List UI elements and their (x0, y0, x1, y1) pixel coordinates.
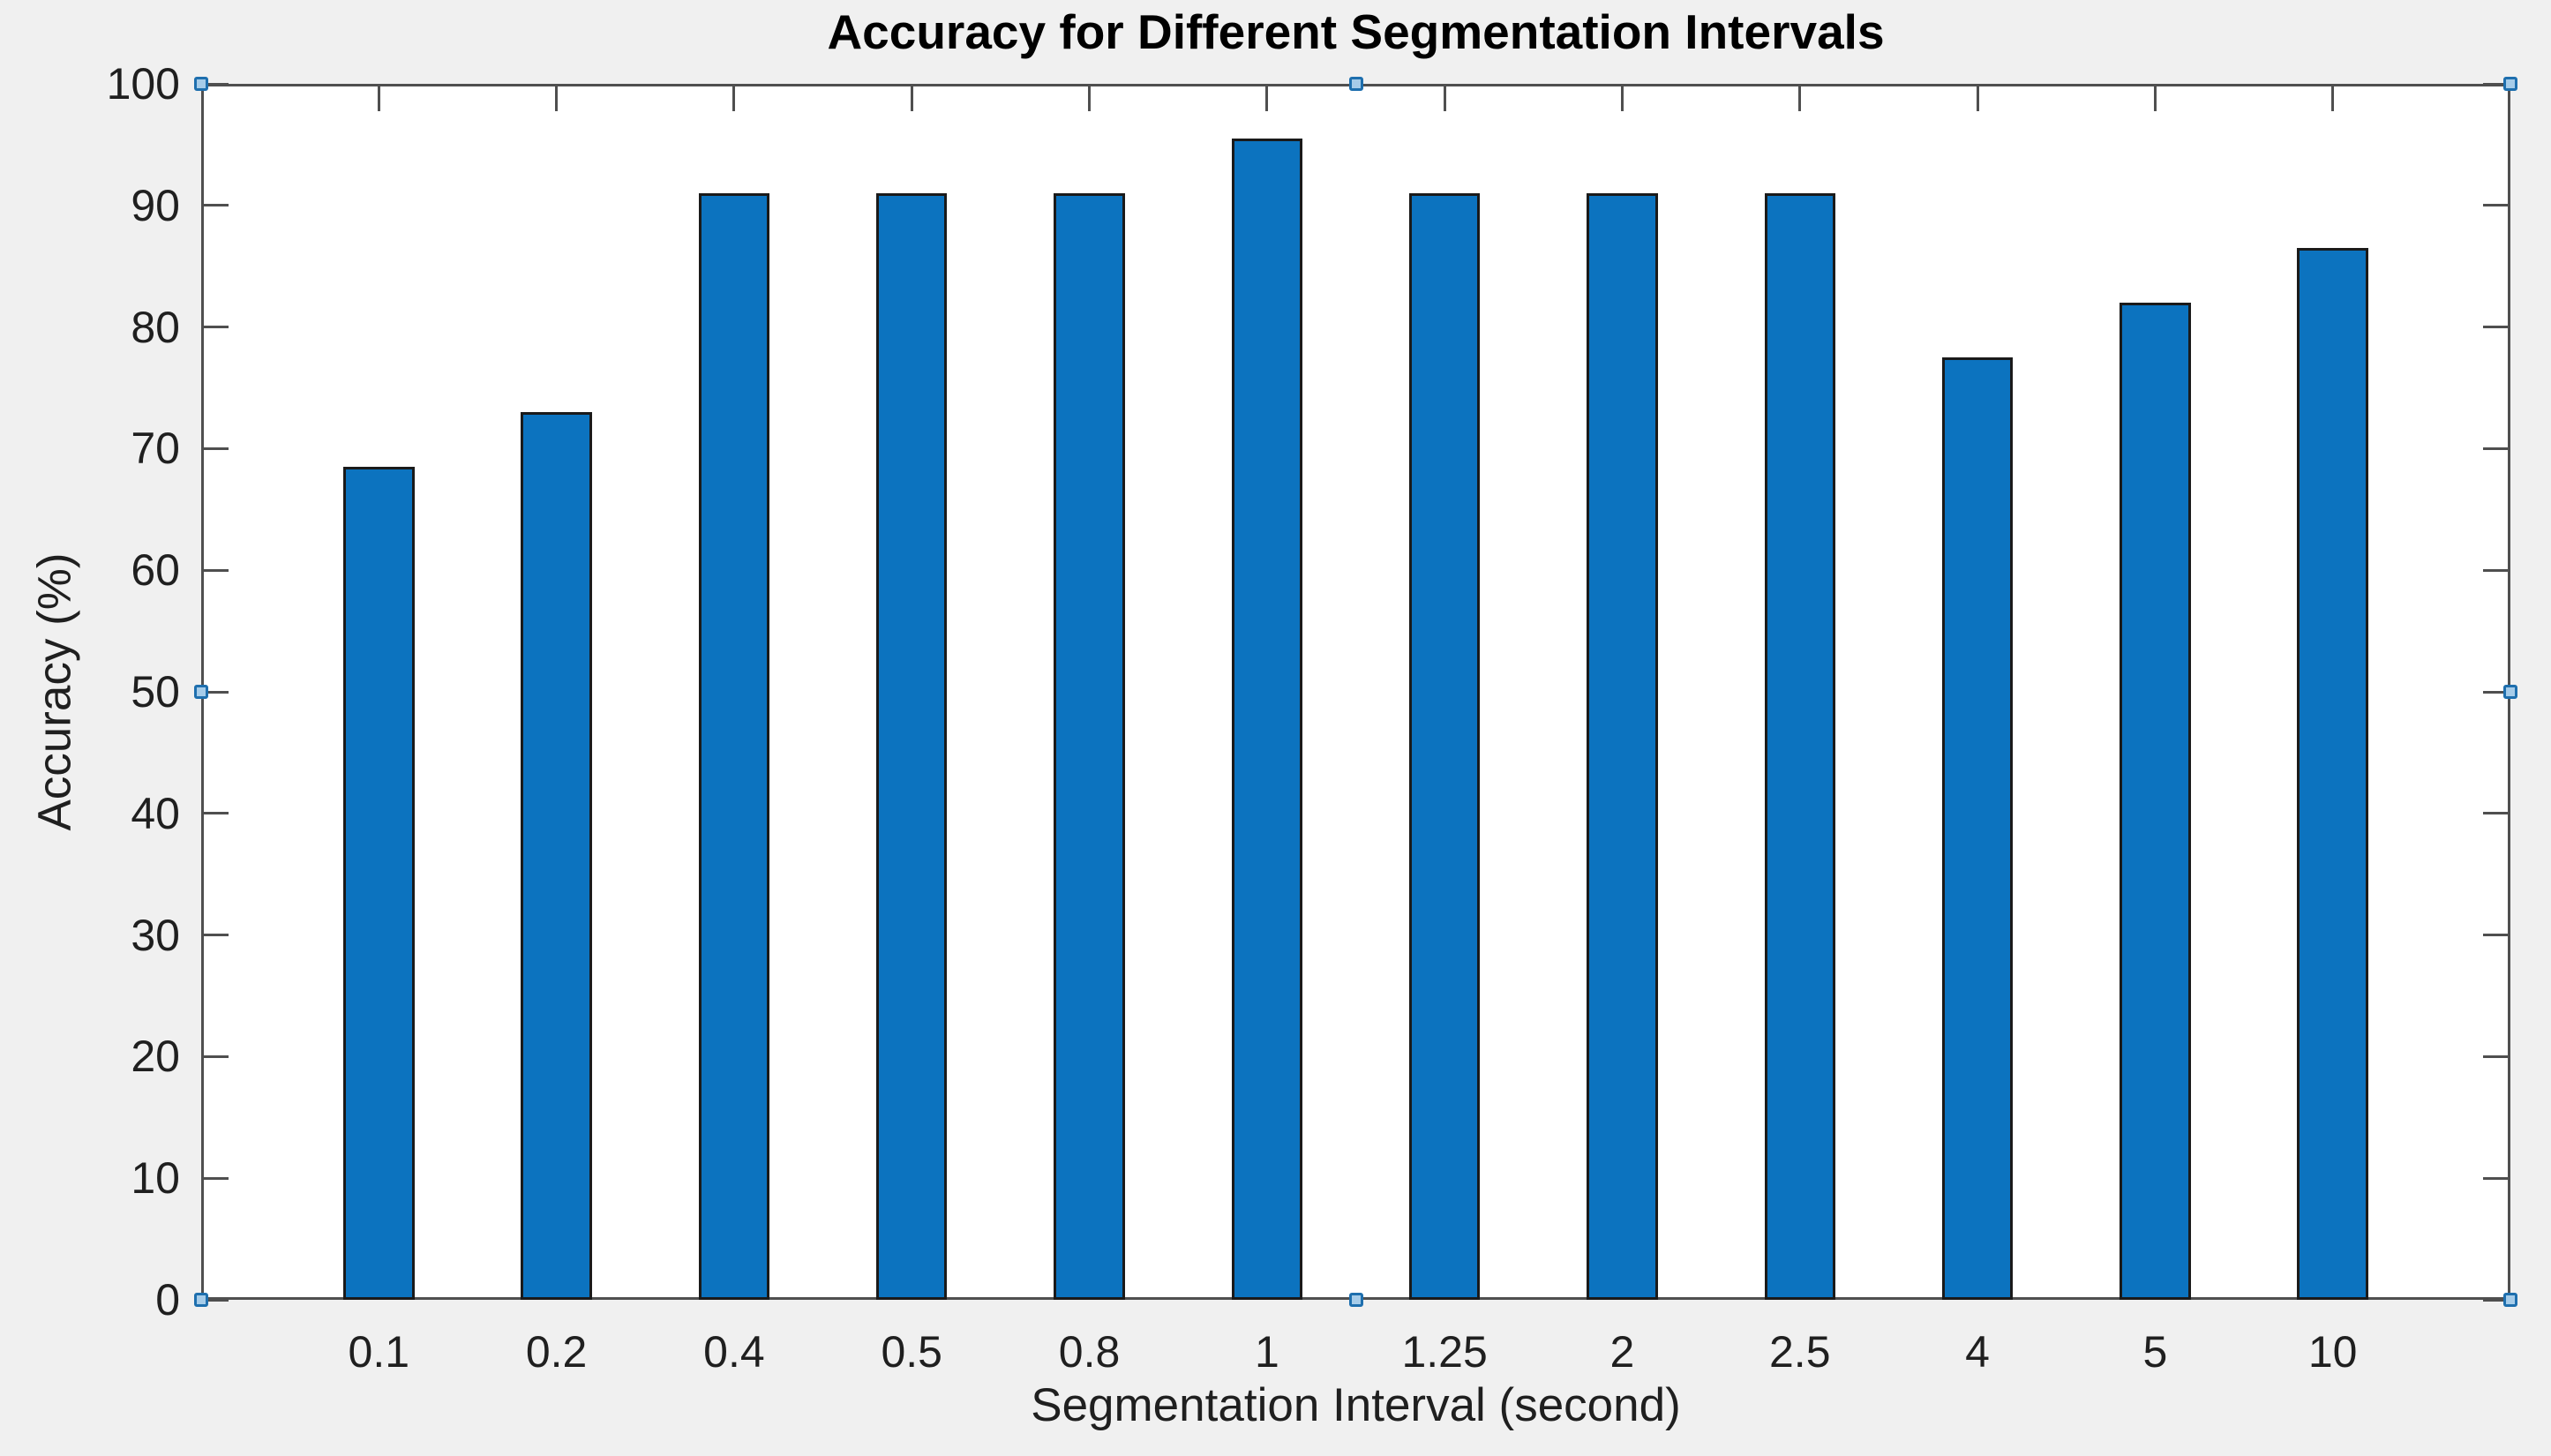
y-tick-label: 0 (155, 1275, 180, 1325)
y-tick-mark-right (2483, 690, 2508, 694)
x-tick-label: 2.5 (1769, 1327, 1831, 1377)
bar-1[interactable] (1231, 139, 1303, 1300)
bar-0.4[interactable] (698, 193, 770, 1300)
y-tick-mark-left (204, 82, 229, 86)
y-tick-mark-right (2483, 568, 2508, 572)
y-tick-label: 90 (131, 180, 180, 230)
y-tick-mark-left (204, 934, 229, 937)
bar-2[interactable] (1587, 193, 1658, 1300)
bar-0.8[interactable] (1054, 193, 1125, 1300)
y-tick-mark-left (204, 812, 229, 815)
x-tick-label: 10 (2307, 1327, 2358, 1377)
y-tick-mark-right (2483, 1176, 2508, 1180)
y-tick-label: 20 (131, 1032, 180, 1082)
x-tick-mark-top (2331, 86, 2335, 111)
selection-handle-top-left[interactable] (194, 77, 208, 91)
y-tick-mark-right (2483, 812, 2508, 815)
y-tick-label: 40 (131, 788, 180, 838)
selection-handle-bottom-right[interactable] (2503, 1293, 2517, 1307)
y-tick-mark-left (204, 1298, 229, 1302)
bar-0.2[interactable] (521, 412, 592, 1300)
y-tick-label: 30 (131, 910, 180, 960)
x-tick-mark-top (1976, 86, 1979, 111)
x-tick-label: 0.4 (703, 1327, 765, 1377)
y-tick-mark-left (204, 568, 229, 572)
y-tick-mark-right (2483, 204, 2508, 207)
x-tick-mark-top (2153, 86, 2157, 111)
x-tick-mark-top (1443, 86, 1446, 111)
y-tick-label: 100 (106, 59, 180, 109)
x-tick-mark-top (1620, 86, 1624, 111)
x-tick-mark-top (555, 86, 559, 111)
selection-handle-middle-left[interactable] (194, 685, 208, 699)
x-tick-label: 1 (1254, 1327, 1279, 1377)
x-tick-label: 4 (1965, 1327, 1990, 1377)
bar-5[interactable] (2120, 303, 2191, 1300)
y-tick-mark-left (204, 447, 229, 450)
y-tick-mark-right (2483, 1298, 2508, 1302)
y-tick-mark-right (2483, 1054, 2508, 1058)
x-axis-label: Segmentation Interval (second) (1031, 1379, 1681, 1431)
y-tick-mark-left (204, 204, 229, 207)
x-tick-mark-top (1088, 86, 1092, 111)
x-tick-label: 0.5 (881, 1327, 942, 1377)
chart-title: Accuracy for Different Segmentation Inte… (827, 4, 1885, 59)
y-tick-mark-right (2483, 447, 2508, 450)
bar-0.1[interactable] (343, 467, 415, 1300)
bar-10[interactable] (2297, 248, 2368, 1300)
selection-handle-bottom-left[interactable] (194, 1293, 208, 1307)
selection-handle-middle-right[interactable] (2503, 685, 2517, 699)
selection-handle-top-right[interactable] (2503, 77, 2517, 91)
y-tick-mark-right (2483, 934, 2508, 937)
x-tick-mark-top (1798, 86, 1802, 111)
x-tick-label: 0.2 (525, 1327, 588, 1377)
bar-1.25[interactable] (1408, 193, 1481, 1300)
x-tick-mark-top (1265, 86, 1269, 111)
y-tick-label: 10 (131, 1153, 180, 1204)
selection-handle-top-center[interactable] (1348, 77, 1363, 91)
x-tick-mark-top (732, 86, 736, 111)
y-tick-mark-right (2483, 326, 2508, 329)
x-tick-label: 0.8 (1058, 1327, 1121, 1377)
y-tick-label: 60 (131, 545, 180, 596)
bar-0.5[interactable] (875, 193, 948, 1300)
bar-4[interactable] (1941, 357, 2014, 1300)
y-tick-mark-left (204, 1054, 229, 1058)
x-tick-label: 1.25 (1401, 1327, 1488, 1377)
y-tick-mark-left (204, 690, 229, 694)
y-tick-label: 50 (131, 667, 180, 717)
x-tick-label: 0.1 (348, 1327, 410, 1377)
y-tick-label: 80 (131, 302, 180, 352)
y-tick-mark-right (2483, 82, 2508, 86)
x-tick-mark-top (377, 86, 380, 111)
x-tick-label: 5 (2142, 1327, 2168, 1377)
x-tick-label: 2 (1609, 1327, 1635, 1377)
y-tick-mark-left (204, 326, 229, 329)
y-tick-mark-left (204, 1176, 229, 1180)
y-tick-label: 70 (131, 424, 180, 474)
bar-2.5[interactable] (1764, 193, 1836, 1300)
x-tick-mark-top (910, 86, 913, 111)
selection-handle-bottom-center[interactable] (1348, 1293, 1363, 1307)
